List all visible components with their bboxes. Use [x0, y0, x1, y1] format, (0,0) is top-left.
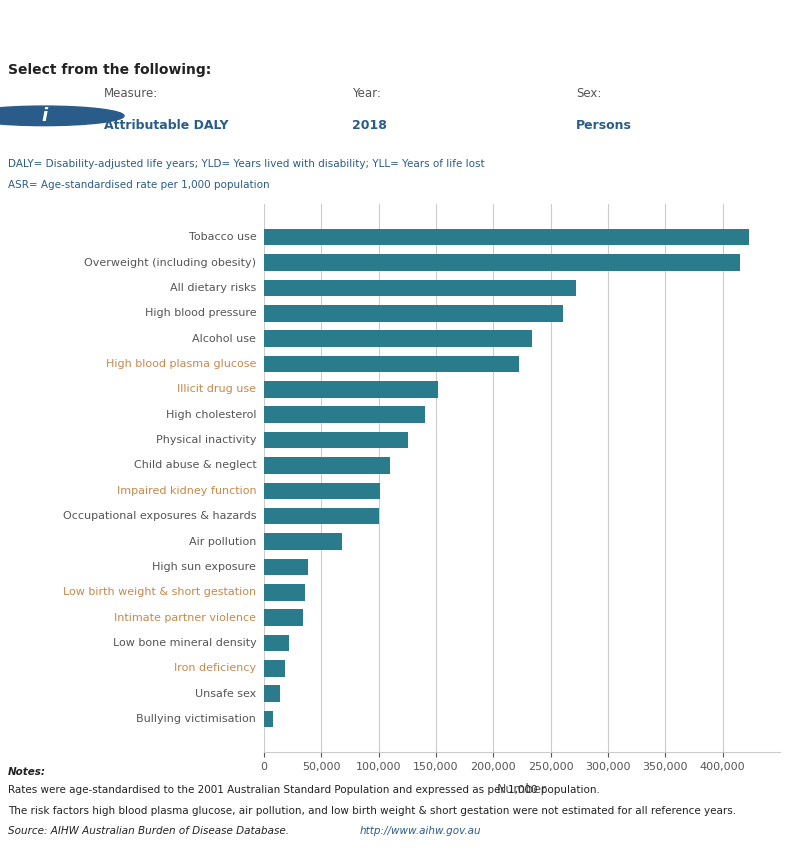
Text: Low bone mineral density: Low bone mineral density [113, 638, 256, 648]
X-axis label: Number: Number [497, 783, 547, 796]
Bar [264, 508, 378, 524]
Bar [264, 711, 273, 728]
Text: Sex:: Sex: [576, 87, 602, 99]
Text: Select from the following:: Select from the following: [8, 63, 211, 77]
Bar [264, 331, 532, 347]
Bar [264, 635, 290, 651]
Text: Source: AIHW Australian Burden of Disease Database.: Source: AIHW Australian Burden of Diseas… [8, 826, 292, 836]
Text: i: i [41, 107, 47, 125]
Text: Persons: Persons [576, 119, 632, 132]
Bar [264, 533, 342, 550]
Text: Tobacco use: Tobacco use [189, 232, 256, 242]
Text: http://www.aihw.gov.au: http://www.aihw.gov.au [360, 826, 482, 836]
Bar [264, 229, 749, 246]
Bar [264, 584, 306, 600]
Text: Year:: Year: [352, 87, 381, 99]
Text: Unsafe sex: Unsafe sex [195, 688, 256, 699]
Bar [264, 305, 563, 321]
Text: Leading risk factors contributing to disease burden in Australia: Leading risk factors contributing to dis… [10, 21, 709, 40]
Text: Alcohol use: Alcohol use [192, 333, 256, 343]
Text: Intimate partner violence: Intimate partner violence [114, 613, 256, 623]
Text: Illicit drug use: Illicit drug use [178, 384, 256, 394]
Text: High cholesterol: High cholesterol [166, 410, 256, 420]
Text: High blood plasma glucose: High blood plasma glucose [106, 359, 256, 369]
Text: Child abuse & neglect: Child abuse & neglect [134, 461, 256, 470]
Bar [264, 280, 576, 296]
Text: Occupational exposures & hazards: Occupational exposures & hazards [62, 511, 256, 521]
Text: The risk factors high blood plasma glucose, air pollution, and low birth weight : The risk factors high blood plasma gluco… [8, 806, 736, 816]
Text: Rates were age-standardised to the 2001 Australian Standard Population and expre: Rates were age-standardised to the 2001 … [8, 785, 600, 796]
Bar [264, 609, 303, 626]
Text: Air pollution: Air pollution [189, 536, 256, 547]
Text: Overweight (including obesity): Overweight (including obesity) [84, 258, 256, 268]
Bar [264, 254, 740, 271]
Bar [264, 685, 280, 702]
Text: Impaired kidney function: Impaired kidney function [117, 486, 256, 496]
Bar [264, 457, 390, 473]
Bar [264, 660, 285, 677]
Bar [264, 406, 425, 423]
Text: All dietary risks: All dietary risks [170, 283, 256, 293]
Bar [264, 356, 518, 372]
Text: ASR= Age-standardised rate per 1,000 population: ASR= Age-standardised rate per 1,000 pop… [8, 180, 270, 190]
Bar [264, 432, 409, 448]
Text: High sun exposure: High sun exposure [152, 562, 256, 572]
Text: Measure:: Measure: [104, 87, 158, 99]
Text: Physical inactivity: Physical inactivity [156, 435, 256, 445]
Text: Notes:: Notes: [8, 767, 46, 777]
Text: Low birth weight & short gestation: Low birth weight & short gestation [63, 587, 256, 598]
Text: Iron deficiency: Iron deficiency [174, 663, 256, 673]
Text: Attributable DALY: Attributable DALY [104, 119, 229, 132]
Text: Bullying victimisation: Bullying victimisation [136, 714, 256, 724]
Text: High blood pressure: High blood pressure [145, 309, 256, 318]
Text: DALY= Disability-adjusted life years; YLD= Years lived with disability; YLL= Yea: DALY= Disability-adjusted life years; YL… [8, 159, 485, 168]
Bar [264, 381, 438, 398]
Text: 2018: 2018 [352, 119, 387, 132]
Bar [264, 558, 307, 575]
Bar [264, 483, 380, 499]
Circle shape [0, 106, 124, 126]
